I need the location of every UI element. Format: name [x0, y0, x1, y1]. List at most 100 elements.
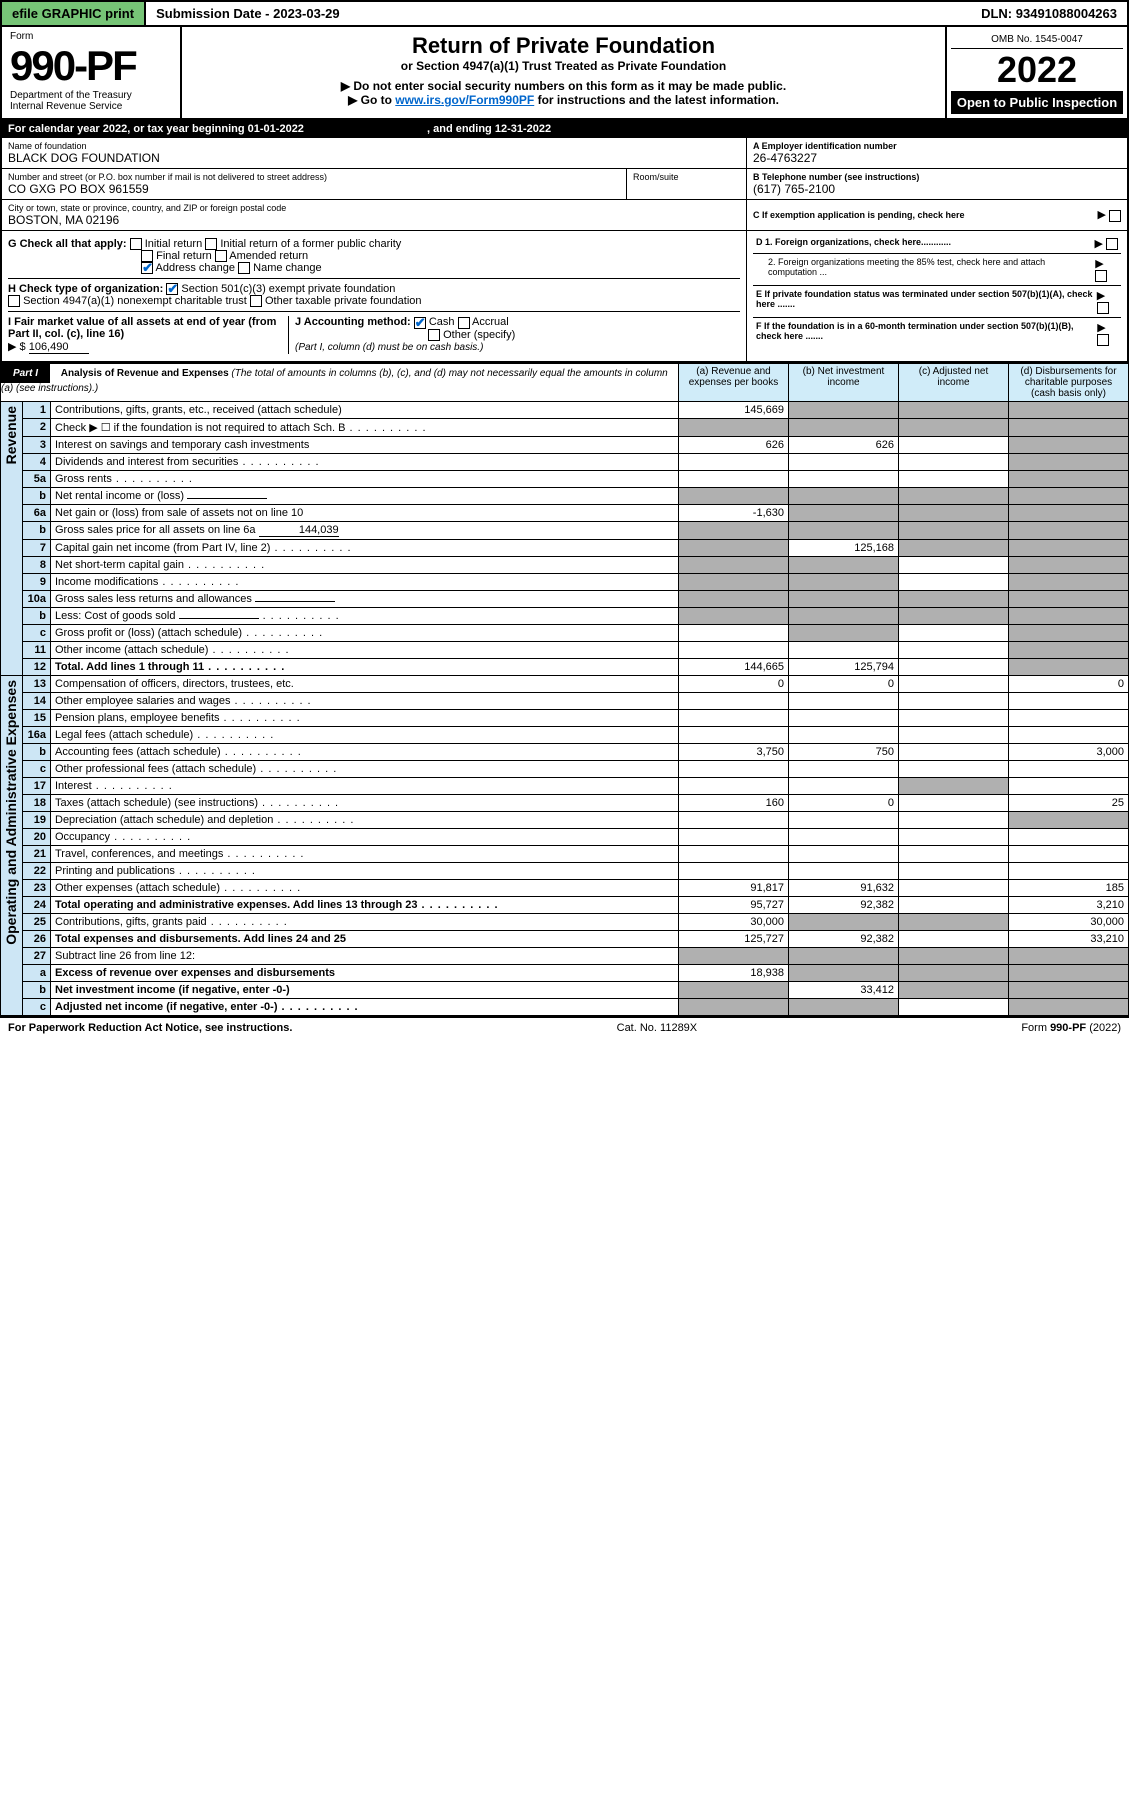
d2-checkbox[interactable]: [1095, 270, 1107, 282]
g-opt-4: Address change: [156, 262, 236, 274]
cell-b: [789, 710, 899, 727]
cell-d: [1009, 437, 1129, 454]
row-desc: Contributions, gifts, grants, etc., rece…: [51, 402, 679, 419]
addr-value: CO GXG PO BOX 961559: [8, 182, 620, 196]
cal-begin: 01-01-2022: [248, 123, 304, 135]
cell-c: [899, 880, 1009, 897]
cell-b: [789, 999, 899, 1016]
omb: OMB No. 1545-0047: [951, 31, 1123, 49]
cell-c: [899, 419, 1009, 437]
row-desc: Total. Add lines 1 through 11: [51, 659, 679, 676]
cell-a: [679, 625, 789, 642]
table-row: 5a Gross rents: [1, 471, 1129, 488]
cell-c: [899, 795, 1009, 812]
cell-a: [679, 557, 789, 574]
row-desc: Legal fees (attach schedule): [51, 727, 679, 744]
cell-a: [679, 846, 789, 863]
cell-d: [1009, 965, 1129, 982]
j-checkbox-0[interactable]: [414, 317, 426, 329]
row-number: a: [23, 965, 51, 982]
row-number: 2: [23, 419, 51, 437]
cell-d: [1009, 727, 1129, 744]
cell-a: [679, 812, 789, 829]
cell-d: [1009, 540, 1129, 557]
addr-block: Number and street (or P.O. box number if…: [2, 169, 627, 199]
h-opt-2: Other taxable private foundation: [265, 295, 422, 307]
j-checkbox-1[interactable]: [458, 317, 470, 329]
table-row: 9 Income modifications: [1, 574, 1129, 591]
i-label: I Fair market value of all assets at end…: [8, 316, 276, 340]
table-row: 22 Printing and publications: [1, 863, 1129, 880]
row-desc: Net rental income or (loss): [51, 488, 679, 505]
cell-b: 626: [789, 437, 899, 454]
dln-label: DLN:: [981, 6, 1012, 21]
j-checkbox-2[interactable]: [428, 329, 440, 341]
cell-b: [789, 471, 899, 488]
dollar-sign: $: [20, 341, 26, 353]
c-checkbox[interactable]: [1109, 210, 1121, 222]
revenue-sidelabel: Revenue: [1, 402, 21, 468]
part1-badge: Part I: [1, 364, 50, 383]
j-opt-2: Other (specify): [443, 329, 515, 341]
cell-b: [789, 914, 899, 931]
h-label: H Check type of organization:: [8, 283, 163, 295]
cell-d: [1009, 846, 1129, 863]
efile-print-button[interactable]: efile GRAPHIC print: [2, 2, 146, 25]
table-row: 4 Dividends and interest from securities: [1, 454, 1129, 471]
cell-b: 91,632: [789, 880, 899, 897]
row-desc: Contributions, gifts, grants paid: [51, 914, 679, 931]
col-c-header: (c) Adjusted net income: [899, 364, 1009, 402]
g-checkbox-1[interactable]: [205, 238, 217, 250]
form990pf-link[interactable]: www.irs.gov/Form990PF: [395, 93, 534, 107]
cell-b: 125,794: [789, 659, 899, 676]
row-number: 17: [23, 778, 51, 795]
g-checkbox-0[interactable]: [130, 238, 142, 250]
cell-d: [1009, 591, 1129, 608]
cell-b: [789, 693, 899, 710]
cell-b: [789, 488, 899, 505]
cell-b: [789, 402, 899, 419]
cell-c: [899, 522, 1009, 540]
e-checkbox[interactable]: [1097, 302, 1109, 314]
cell-b: 0: [789, 795, 899, 812]
ein-block: A Employer identification number 26-4763…: [747, 138, 1127, 168]
row-number: b: [23, 608, 51, 625]
j-note: (Part I, column (d) must be on cash basi…: [295, 342, 483, 353]
g-checkbox-3[interactable]: [215, 250, 227, 262]
g-checkbox-4[interactable]: [141, 262, 153, 274]
row-desc: Less: Cost of goods sold: [51, 608, 679, 625]
g-checkbox-5[interactable]: [238, 262, 250, 274]
cell-d: [1009, 948, 1129, 965]
form-number: 990-PF: [10, 42, 172, 90]
open-public: Open to Public Inspection: [951, 91, 1123, 114]
row-desc: Gross profit or (loss) (attach schedule): [51, 625, 679, 642]
row-number: 7: [23, 540, 51, 557]
table-row: b Gross sales price for all assets on li…: [1, 522, 1129, 540]
h-checkbox-0[interactable]: [166, 283, 178, 295]
city-block: City or town, state or province, country…: [2, 200, 747, 230]
cell-d: [1009, 999, 1129, 1016]
cell-c: [899, 625, 1009, 642]
row-number: 14: [23, 693, 51, 710]
cell-c: [899, 488, 1009, 505]
cell-d: [1009, 982, 1129, 999]
row-number: 10a: [23, 591, 51, 608]
h-checkbox-1[interactable]: [8, 295, 20, 307]
room-block: Room/suite: [627, 169, 747, 199]
row-number: c: [23, 761, 51, 778]
row-number: 16a: [23, 727, 51, 744]
table-row: 15 Pension plans, employee benefits: [1, 710, 1129, 727]
f-checkbox[interactable]: [1097, 334, 1109, 346]
g-opt-5: Name change: [253, 262, 322, 274]
d1-checkbox[interactable]: [1106, 238, 1118, 250]
cell-c: [899, 454, 1009, 471]
cell-d: [1009, 778, 1129, 795]
cell-d: [1009, 710, 1129, 727]
h-opt-1: Section 4947(a)(1) nonexempt charitable …: [23, 295, 247, 307]
row-number: 22: [23, 863, 51, 880]
table-row: c Other professional fees (attach schedu…: [1, 761, 1129, 778]
h-checkbox-2[interactable]: [250, 295, 262, 307]
c-block: C If exemption application is pending, c…: [747, 200, 1127, 230]
row-number: 27: [23, 948, 51, 965]
table-row: 6a Net gain or (loss) from sale of asset…: [1, 505, 1129, 522]
